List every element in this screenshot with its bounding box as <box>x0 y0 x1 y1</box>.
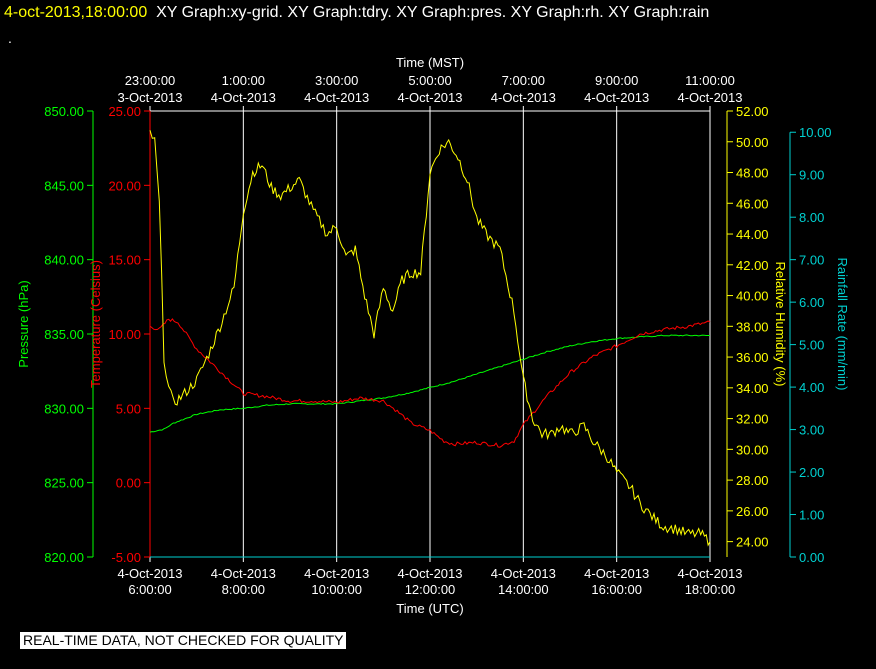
temperature-tick-label: 0.00 <box>116 476 141 491</box>
rain-tick-label: 4.00 <box>799 380 824 395</box>
x-top-tick-label: 11:00:00 <box>685 73 735 88</box>
humidity-tick-label: 30.00 <box>736 442 769 457</box>
temperature-tick-label: 20.00 <box>108 178 141 193</box>
temperature-tick-label: 15.00 <box>108 253 141 268</box>
x-tick-label: 14:00:00 <box>498 582 549 597</box>
pressure-tick-label: 830.00 <box>44 401 84 416</box>
humidity-tick-label: 44.00 <box>736 227 769 242</box>
pressure-axis-label: Pressure (hPa) <box>16 280 31 367</box>
quality-notice: REAL-TIME DATA, NOT CHECKED FOR QUALITY <box>20 632 347 649</box>
rain-tick-label: 8.00 <box>799 210 824 225</box>
humidity-tick-label: 40.00 <box>736 289 769 304</box>
rain-tick-label: 3.00 <box>799 423 824 438</box>
pressure-tick-label: 820.00 <box>44 550 84 565</box>
x-top-tick-label-date: 4-Oct-2013 <box>491 90 556 105</box>
x-top-tick-label: 7:00:00 <box>502 73 545 88</box>
humidity-tick-label: 26.00 <box>736 504 769 519</box>
x-tick-label-date: 4-Oct-2013 <box>584 566 649 581</box>
x-tick-label-date: 4-Oct-2013 <box>491 566 556 581</box>
x-tick-label-date: 4-Oct-2013 <box>304 566 369 581</box>
title-dot: . <box>8 30 12 46</box>
graph-title: 4-oct-2013,18:00:00 XY Graph:xy-grid. XY… <box>4 4 709 22</box>
x-axis-label-bottom: Time (UTC) <box>396 601 463 616</box>
rain-tick-label: 7.00 <box>799 253 824 268</box>
x-top-tick-label-date: 4-Oct-2013 <box>211 90 276 105</box>
x-tick-label-date: 4-Oct-2013 <box>677 566 742 581</box>
temperature-axis-label: Temperature (Celsius) <box>88 260 103 388</box>
x-tick-label: 10:00:00 <box>311 582 362 597</box>
pressure-series-line <box>149 334 710 433</box>
x-axis-label-top: Time (MST) <box>396 55 464 70</box>
pressure-tick-label: 845.00 <box>44 178 84 193</box>
humidity-tick-label: 32.00 <box>736 412 769 427</box>
x-tick-label: 8:00:00 <box>222 582 265 597</box>
humidity-tick-label: 24.00 <box>736 535 769 550</box>
rain-tick-label: 0.00 <box>799 550 824 565</box>
rain-tick-label: 5.00 <box>799 338 824 353</box>
x-tick-label-date: 4-Oct-2013 <box>397 566 462 581</box>
rain-tick-label: 9.00 <box>799 168 824 183</box>
x-tick-label: 18:00:00 <box>685 582 736 597</box>
x-top-tick-label: 9:00:00 <box>595 73 638 88</box>
pressure-tick-label: 840.00 <box>44 253 84 268</box>
title-graph-list: XY Graph:xy-grid. XY Graph:tdry. XY Grap… <box>156 4 710 21</box>
humidity-tick-label: 46.00 <box>736 196 769 211</box>
x-top-tick-label-date: 4-Oct-2013 <box>677 90 742 105</box>
x-tick-label: 12:00:00 <box>405 582 456 597</box>
rain-tick-label: 6.00 <box>799 295 824 310</box>
humidity-tick-label: 50.00 <box>736 135 769 150</box>
humidity-tick-label: 52.00 <box>736 104 769 119</box>
pressure-tick-label: 825.00 <box>44 476 84 491</box>
x-top-tick-label: 1:00:00 <box>222 73 265 88</box>
rain-axis-label: Rainfall Rate (mm/min) <box>835 258 850 391</box>
pressure-tick-label: 850.00 <box>44 104 84 119</box>
temperature-tick-label: 25.00 <box>108 104 141 119</box>
x-top-tick-label-date: 4-Oct-2013 <box>304 90 369 105</box>
humidity-tick-label: 42.00 <box>736 258 769 273</box>
rain-tick-label: 10.00 <box>799 125 832 140</box>
x-top-tick-label: 3:00:00 <box>315 73 358 88</box>
humidity-tick-label: 48.00 <box>736 166 769 181</box>
x-top-tick-label-date: 4-Oct-2013 <box>584 90 649 105</box>
temperature-tick-label: 10.00 <box>108 327 141 342</box>
title-date: 4-oct-2013,18:00:00 <box>4 4 148 21</box>
humidity-axis-label: Relative Humidity (%) <box>773 262 788 387</box>
x-tick-label-date: 4-Oct-2013 <box>211 566 276 581</box>
rain-tick-label: 1.00 <box>799 508 824 523</box>
x-top-tick-label: 23:00:00 <box>125 73 176 88</box>
x-top-tick-label-date: 4-Oct-2013 <box>397 90 462 105</box>
humidity-series-line <box>149 130 711 547</box>
x-top-tick-label: 5:00:00 <box>408 73 451 88</box>
x-tick-label: 16:00:00 <box>591 582 642 597</box>
x-top-tick-label-date: 3-Oct-2013 <box>117 90 182 105</box>
temperature-tick-label: -5.00 <box>111 550 141 565</box>
humidity-tick-label: 34.00 <box>736 381 769 396</box>
humidity-tick-label: 28.00 <box>736 473 769 488</box>
x-tick-label: 6:00:00 <box>128 582 171 597</box>
humidity-tick-label: 38.00 <box>736 319 769 334</box>
temperature-tick-label: 5.00 <box>116 401 141 416</box>
rain-tick-label: 2.00 <box>799 465 824 480</box>
pressure-tick-label: 835.00 <box>44 327 84 342</box>
x-tick-label-date: 4-Oct-2013 <box>117 566 182 581</box>
humidity-tick-label: 36.00 <box>736 350 769 365</box>
temperature-series-line <box>149 318 711 448</box>
